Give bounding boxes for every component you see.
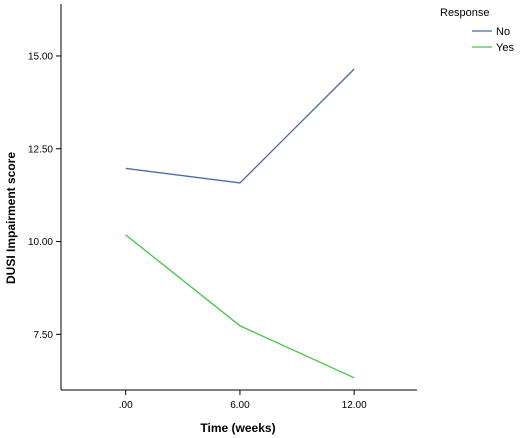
series-layer [125, 68, 355, 379]
y-tick-label: 10.00 [28, 237, 53, 248]
legend-label-yes: Yes [496, 42, 514, 54]
series-line-yes [125, 234, 355, 379]
x-axis-ticks: .00 6.00 12.00 [119, 390, 367, 411]
legend-label-no: No [496, 26, 510, 38]
legend-items: No Yes [472, 26, 514, 54]
legend: Response No Yes [440, 7, 514, 54]
x-axis-title: Time (weeks) [200, 421, 275, 435]
chart-axes [60, 4, 417, 391]
legend-title: Response [440, 7, 490, 19]
y-axis-title: DUSI Impairment score [4, 152, 18, 284]
series-line-no [125, 68, 355, 184]
y-tick-label: 7.50 [34, 330, 54, 341]
y-tick-label: 15.00 [28, 51, 53, 62]
x-tick-label: 6.00 [230, 400, 250, 411]
x-tick-label: 12.00 [342, 400, 367, 411]
x-tick-label: .00 [119, 400, 133, 411]
y-axis-ticks: 7.50 10.00 12.50 15.00 [28, 51, 61, 341]
y-tick-label: 12.50 [28, 144, 53, 155]
